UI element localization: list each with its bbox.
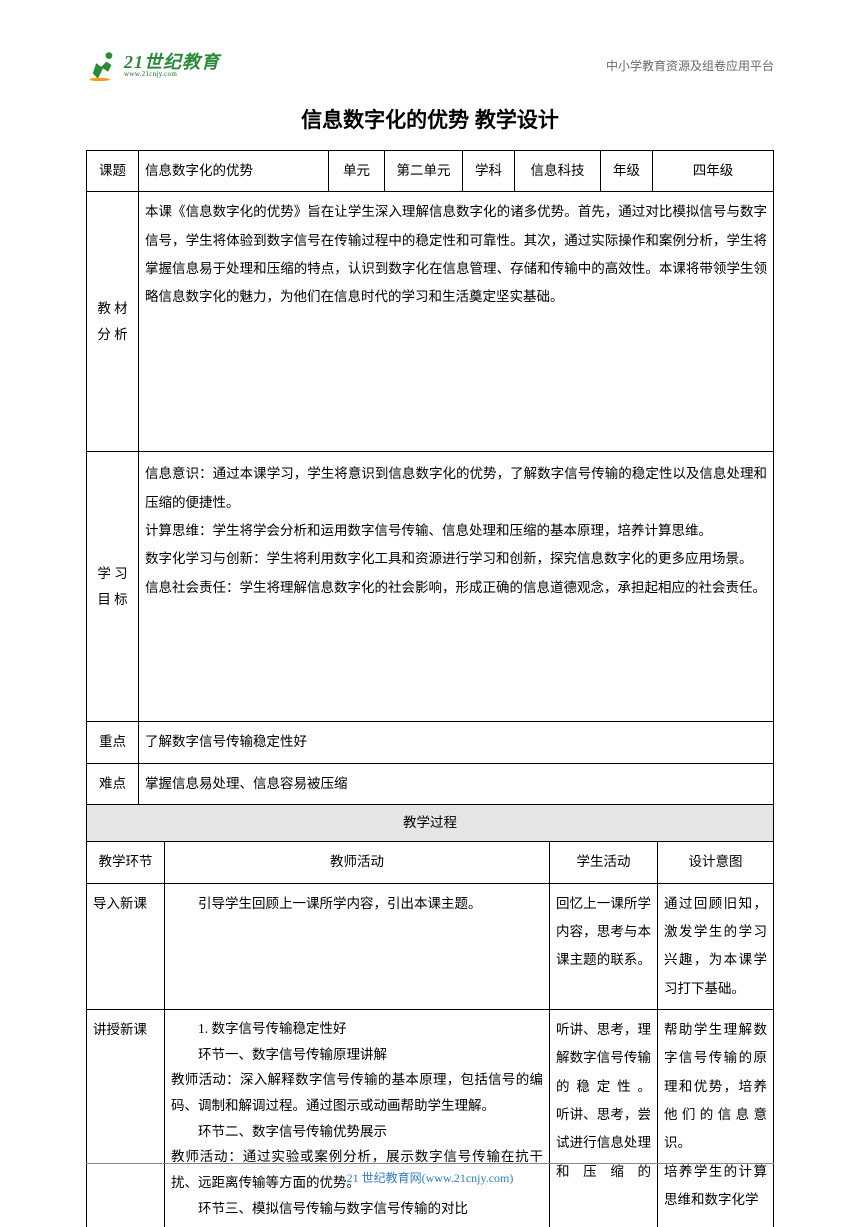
- proc-r1-teacher-text: 引导学生回顾上一课所学内容，引出本课主题。: [171, 890, 543, 918]
- difficulty-row: 难点 掌握信息易处理、信息容易被压缩: [87, 763, 774, 804]
- proc-r2-student: 听讲、思考，理解数字信号传输的稳定性。听讲、思考，尝试进行信息处理和压缩的: [550, 1010, 658, 1227]
- meta-row: 课题 信息数字化的优势 单元 第二单元 学科 信息科技 年级 四年级: [87, 151, 774, 192]
- material-row: 教 材分 析 本课《信息数字化的优势》旨在让学生深入理解信息数字化的诸多优势。首…: [87, 192, 774, 452]
- header-platform-text: 中小学教育资源及组卷应用平台: [606, 57, 774, 74]
- proc-col-3: 学生活动: [550, 842, 658, 883]
- topic-value: 信息数字化的优势: [139, 151, 329, 192]
- logo-text: 21世纪教育 www.21cnjy.com: [124, 53, 220, 78]
- difficulty-label: 难点: [87, 763, 139, 804]
- process-cols-row: 教学环节 教师活动 学生活动 设计意图: [87, 842, 774, 883]
- logo-sub: www.21cnjy.com: [124, 71, 220, 78]
- process-row-2: 讲授新课 1. 数字信号传输稳定性好环节一、数字信号传输原理讲解教师活动：深入解…: [87, 1010, 774, 1227]
- grade-value: 四年级: [653, 151, 774, 192]
- difficulty-text: 掌握信息易处理、信息容易被压缩: [139, 763, 774, 804]
- keypoint-row: 重点 了解数字信号传输稳定性好: [87, 722, 774, 763]
- proc-r2-teacher: 1. 数字信号传输稳定性好环节一、数字信号传输原理讲解教师活动：深入解释数字信号…: [165, 1010, 550, 1227]
- objectives-text: 信息意识：通过本课学习，学生将意识到信息数字化的优势，了解数字信号传输的稳定性以…: [139, 452, 774, 722]
- proc-r1-intent: 通过回顾旧知，激发学生的学习兴趣，为本课学习打下基础。: [658, 883, 774, 1009]
- proc-r1-teacher: 引导学生回顾上一课所学内容，引出本课主题。: [165, 883, 550, 1009]
- process-header-row: 教学过程: [87, 805, 774, 842]
- process-header: 教学过程: [87, 805, 774, 842]
- proc-col-2: 教师活动: [165, 842, 550, 883]
- proc-col-4: 设计意图: [658, 842, 774, 883]
- proc-r2-intent: 帮助学生理解数字信号传输的原理和优势，培养他们的信息意识。培养学生的计算思维和数…: [658, 1010, 774, 1227]
- page-header: 21世纪教育 www.21cnjy.com 中小学教育资源及组卷应用平台: [86, 48, 774, 82]
- material-text: 本课《信息数字化的优势》旨在让学生深入理解信息数字化的诸多优势。首先，通过对比模…: [139, 192, 774, 452]
- logo: 21世纪教育 www.21cnjy.com: [86, 48, 220, 82]
- runner-icon: [86, 48, 120, 82]
- logo-main: 21世纪教育: [124, 53, 220, 71]
- topic-label: 课题: [87, 151, 139, 192]
- objectives-label: 学 习目 标: [87, 452, 139, 722]
- grade-label: 年级: [601, 151, 653, 192]
- subject-value: 信息科技: [515, 151, 601, 192]
- lesson-plan-table: 课题 信息数字化的优势 单元 第二单元 学科 信息科技 年级 四年级 教 材分 …: [86, 150, 774, 842]
- document-title: 信息数字化的优势 教学设计: [86, 104, 774, 134]
- proc-r1-stage: 导入新课: [87, 883, 165, 1009]
- page-footer: 21 世纪教育网(www.21cnjy.com): [0, 1169, 860, 1186]
- material-label: 教 材分 析: [87, 192, 139, 452]
- unit-value: 第二单元: [385, 151, 463, 192]
- proc-r2-stage: 讲授新课: [87, 1010, 165, 1227]
- subject-label: 学科: [463, 151, 515, 192]
- objectives-row: 学 习目 标 信息意识：通过本课学习，学生将意识到信息数字化的优势，了解数字信号…: [87, 452, 774, 722]
- proc-col-1: 教学环节: [87, 842, 165, 883]
- proc-r1-student: 回忆上一课所学内容，思考与本课主题的联系。: [550, 883, 658, 1009]
- footer-divider: [86, 1163, 774, 1164]
- process-row-1: 导入新课 引导学生回顾上一课所学内容，引出本课主题。 回忆上一课所学内容，思考与…: [87, 883, 774, 1009]
- unit-label: 单元: [329, 151, 385, 192]
- keypoint-text: 了解数字信号传输稳定性好: [139, 722, 774, 763]
- keypoint-label: 重点: [87, 722, 139, 763]
